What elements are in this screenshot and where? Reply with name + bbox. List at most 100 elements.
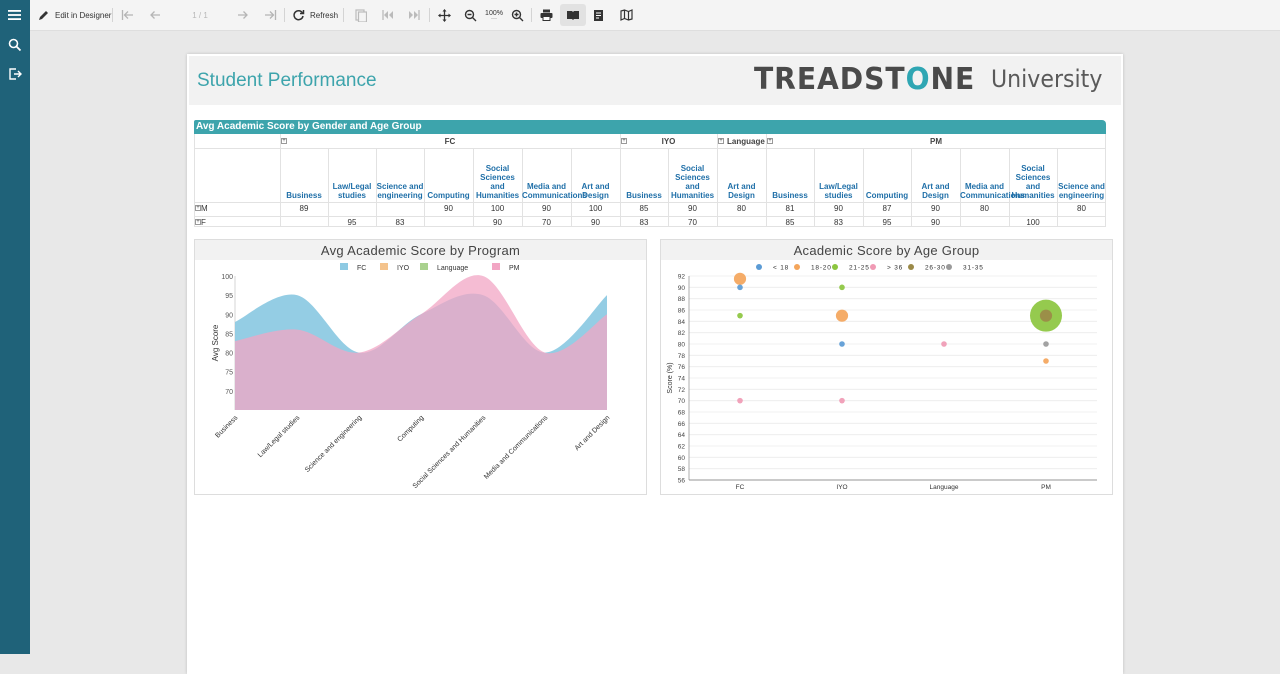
next-section-button[interactable] [407, 5, 421, 25]
y-tick-label: 60 [678, 455, 686, 462]
table-cell: 95 [882, 218, 892, 227]
page-indicator[interactable]: 1 / 1 [182, 5, 218, 25]
table-cell: 80 [737, 204, 746, 213]
toolbar: Edit in Designer 1 / 1 Refresh 100% ··· [30, 0, 1280, 31]
table-rule [1057, 148, 1058, 226]
group-header: FC [444, 137, 456, 146]
column-header: Business [626, 191, 662, 200]
legend-label: 26-30 [925, 265, 946, 272]
table-cell: 90 [493, 218, 502, 227]
table-cell: 90 [834, 204, 843, 213]
y-tick-label: 58 [678, 466, 686, 473]
y-tick-label: 72 [678, 387, 686, 394]
table-cell: 95 [347, 218, 357, 227]
menu-icon[interactable] [5, 5, 25, 25]
table-cell: 100 [490, 204, 505, 213]
column-header: Art and Design [581, 182, 610, 200]
expand-icon: + [767, 138, 773, 144]
program-area-chart: FC IYO Language PM 70 75 80 85 90 95 100 Avg Score B… [211, 263, 611, 490]
search-icon[interactable] [5, 35, 25, 55]
table-rule [194, 216, 1106, 217]
column-header: Social Sciences and Humanities [1011, 164, 1055, 200]
table-cell: 90 [542, 204, 551, 213]
zoom-in-button[interactable] [510, 5, 524, 25]
refresh-button[interactable]: Refresh [292, 5, 338, 25]
x-tick-label: Computing [397, 414, 426, 443]
table-rule [863, 148, 864, 226]
print-button[interactable] [539, 5, 553, 25]
table-cell: 90 [444, 204, 453, 213]
table-cell: 83 [834, 218, 843, 227]
column-header: Law/Legal studies [819, 182, 858, 200]
pan-button[interactable] [437, 5, 451, 25]
column-header: Computing [865, 191, 909, 200]
age-chart-title: Academic Score by Age Group [661, 240, 1112, 260]
y-tick-label: 80 [225, 351, 233, 358]
table-rule [814, 148, 815, 226]
logo-accent-letter: O [905, 61, 931, 97]
table-cell: 83 [639, 218, 649, 227]
table-cell: 89 [299, 204, 309, 213]
zoom-out-icon [464, 9, 476, 21]
continuous-view-button[interactable] [592, 5, 606, 25]
table-rule [194, 134, 195, 226]
row-label: F [201, 218, 206, 227]
table-rule [960, 148, 961, 226]
legend-swatch [492, 263, 500, 270]
legend-label: > 36 [887, 265, 903, 272]
table-rule [620, 134, 621, 148]
score-matrix: + FC Business Law/Legal studies Science and … [194, 134, 1106, 227]
toolbar-divider [429, 8, 430, 22]
group-header: PM [930, 137, 942, 146]
edit-in-designer-button[interactable]: Edit in Designer [37, 5, 111, 25]
table-cell: 90 [688, 204, 697, 213]
x-tick-label: Media and Communications [483, 414, 550, 481]
first-page-button[interactable] [120, 5, 134, 25]
legend-marker [794, 264, 800, 270]
export-icon[interactable] [5, 64, 25, 84]
table-rule [571, 148, 572, 226]
zoom-out-button[interactable] [463, 5, 477, 25]
previous-section-button[interactable] [380, 5, 394, 25]
bubble-point [737, 397, 743, 404]
legend-label: PM [509, 265, 520, 272]
program-chart-title: Avg Academic Score by Program [195, 240, 646, 260]
printer-icon [540, 9, 552, 21]
page-view-button[interactable] [560, 4, 586, 26]
table-title: Avg Academic Score by Gender and Age Gro… [194, 120, 1106, 134]
previous-page-button[interactable] [148, 5, 162, 25]
first-page-icon [121, 10, 133, 20]
column-header: Media and Communications [522, 182, 587, 200]
bubble-point [835, 309, 849, 322]
legend-label: IYO [397, 265, 410, 272]
table-rule [194, 226, 1106, 227]
table-cell: 80 [1077, 204, 1086, 213]
x-tick-label: Social Sciences and Humanities [412, 414, 488, 490]
last-page-icon [264, 10, 276, 20]
next-page-button[interactable] [236, 5, 250, 25]
print-layout-button[interactable] [354, 5, 368, 25]
zoom-level-dropdown[interactable]: 100% ··· [485, 5, 503, 25]
column-header: Social Sciences and Humanities [670, 164, 715, 200]
table-rule [194, 202, 1106, 203]
legend-label: < 18 [773, 265, 789, 272]
map-view-button[interactable] [619, 5, 633, 25]
y-tick-label: 90 [225, 312, 233, 319]
y-tick-label: 82 [678, 330, 686, 337]
bubble-point [1043, 358, 1049, 364]
legend-label: FC [357, 265, 366, 272]
page-indicator-text: 1 / 1 [192, 10, 208, 20]
toolbar-divider [112, 8, 113, 22]
last-page-button[interactable] [263, 5, 277, 25]
table-cell: 83 [395, 218, 405, 227]
column-header: Science and engineering [376, 182, 424, 200]
legend-label: 21-25 [849, 265, 870, 272]
y-tick-label: 95 [225, 293, 233, 300]
zoom-level: 100% [485, 9, 503, 17]
table-cell: 90 [931, 204, 940, 213]
table-rule [717, 148, 718, 226]
bubble-point [1043, 341, 1049, 347]
expand-icon: + [195, 205, 201, 211]
expand-icon: + [195, 219, 201, 225]
dropdown-dots-icon: ··· [491, 15, 497, 22]
